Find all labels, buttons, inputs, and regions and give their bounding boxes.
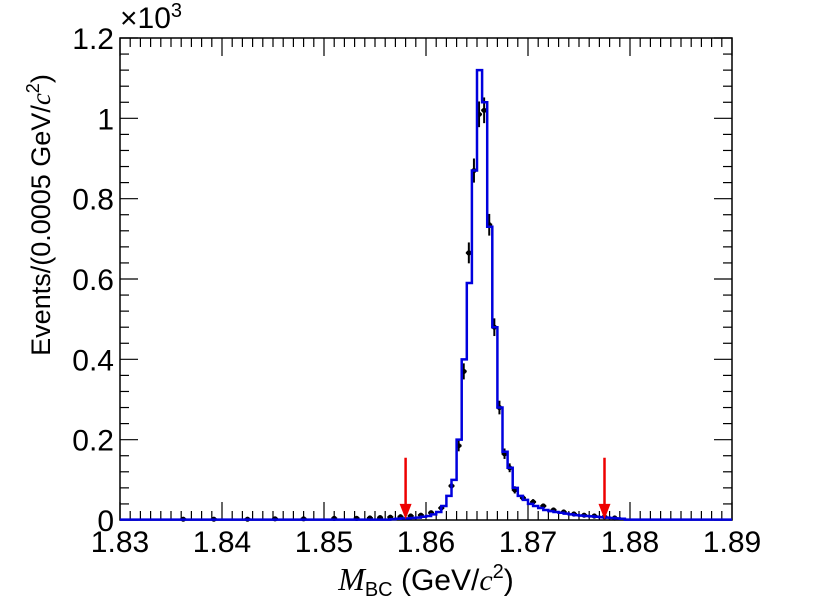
x-tick-label: 1.84 <box>193 526 251 559</box>
axis-ticks <box>119 37 733 521</box>
x-tick-label: 1.87 <box>499 526 557 559</box>
y-tick-label: 0.8 <box>72 184 114 217</box>
y-axis-title: Events/(0.0005 GeV/c2) <box>23 74 56 356</box>
y-tick-label: 1 <box>97 103 114 136</box>
x-tick-label: 1.89 <box>703 526 761 559</box>
y-tick-label: 0.2 <box>72 425 114 458</box>
data-point <box>466 250 472 256</box>
y-tick-label: 1.2 <box>72 23 114 56</box>
plot-frame <box>119 37 733 521</box>
x-axis-title: MBC (GeV/c2) <box>337 561 514 601</box>
data-points <box>180 97 618 522</box>
y-tick-label: 0.6 <box>72 264 114 297</box>
y-tick-labels: 0 0.2 0.4 0.6 0.8 1 1.2 <box>72 23 114 538</box>
x-tick-label: 1.88 <box>601 526 659 559</box>
y-axis-multiplier: ×103 <box>120 0 182 35</box>
data-point <box>481 107 487 113</box>
x-tick-labels: 1.83 1.84 1.85 1.86 1.87 1.88 1.89 <box>91 526 761 559</box>
y-tick-label: 0.4 <box>72 344 114 377</box>
cut-arrows <box>399 457 611 520</box>
x-tick-label: 1.85 <box>295 526 353 559</box>
y-tick-label: 0 <box>97 505 114 538</box>
cut-arrow-head <box>598 503 611 520</box>
cut-arrow <box>598 457 611 520</box>
fit-histogram-line <box>120 68 732 521</box>
x-tick-label: 1.83 <box>91 526 149 559</box>
x-tick-label: 1.86 <box>397 526 455 559</box>
cut-arrow-head <box>399 503 412 520</box>
cut-arrow <box>399 457 412 520</box>
